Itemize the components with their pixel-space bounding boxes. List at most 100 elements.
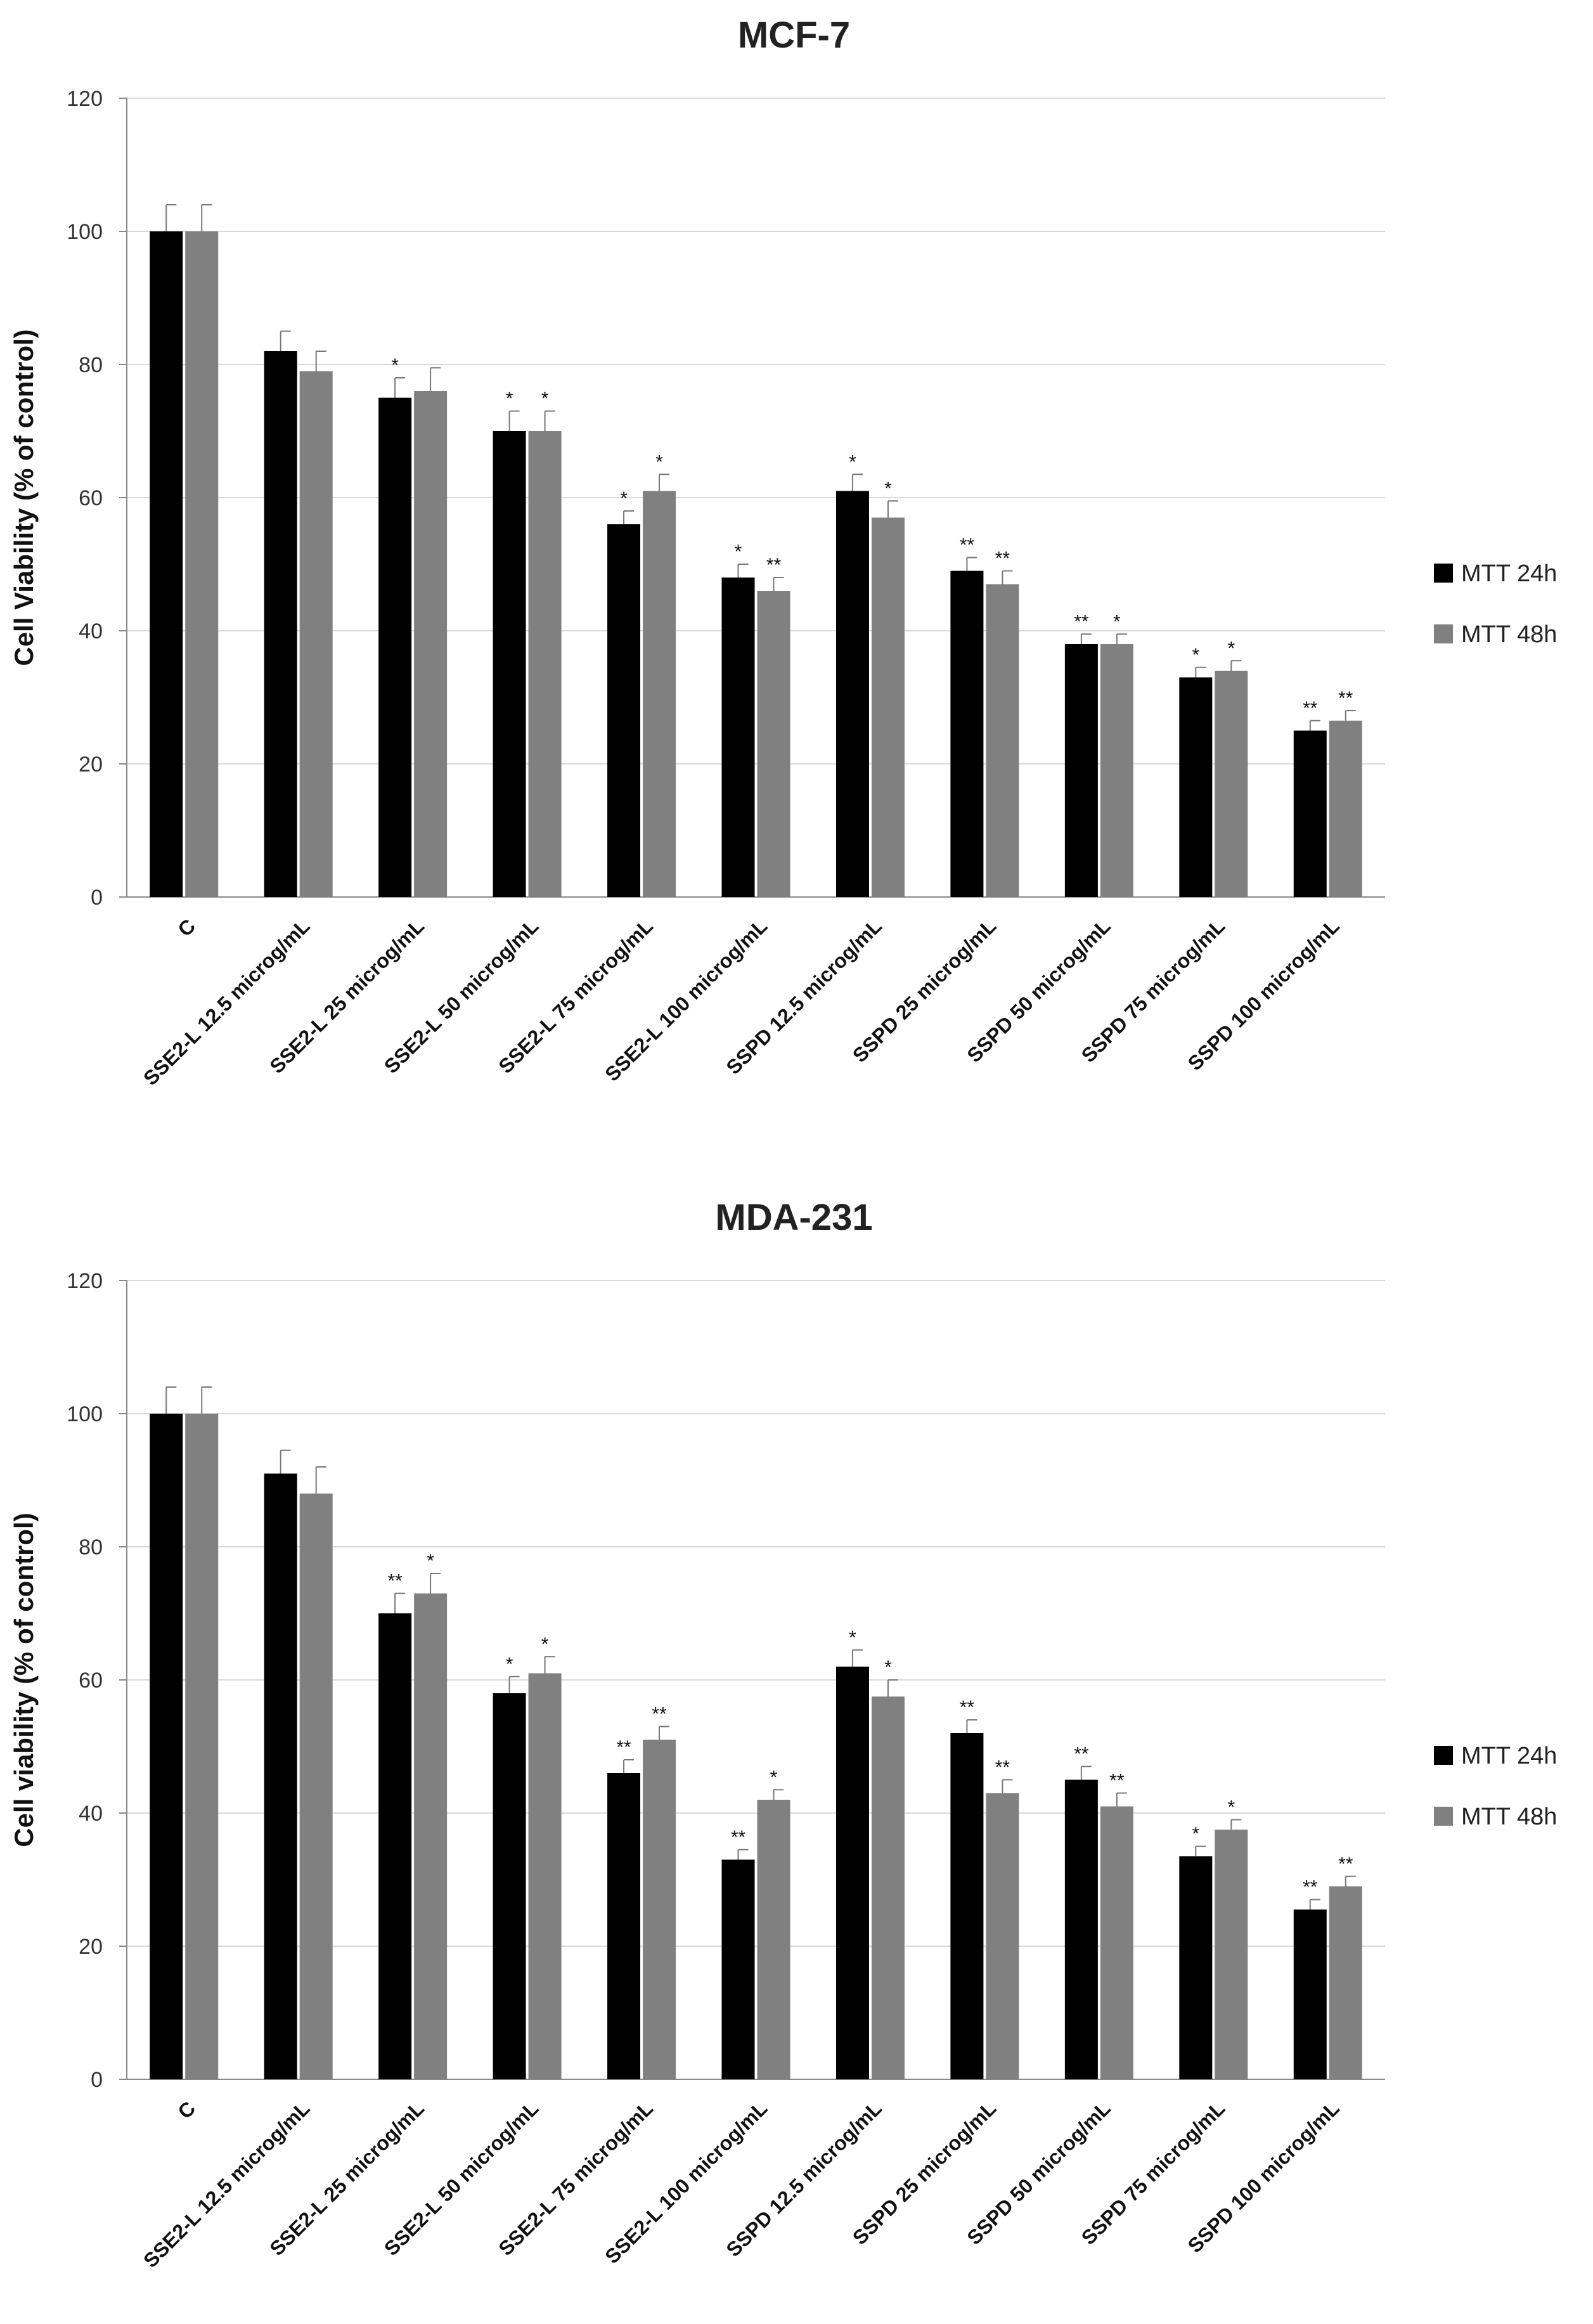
y-tick-label: 0 (91, 2068, 103, 2092)
significance-label: * (506, 389, 513, 410)
y-axis-label: Cell Viability (% of control) (9, 329, 39, 666)
significance-label: ** (1074, 1744, 1089, 1765)
bar-48h (528, 1673, 562, 2079)
bar-24h (1179, 677, 1213, 897)
bar-48h (871, 1696, 905, 2079)
bar-24h (607, 524, 641, 897)
significance-label: ** (387, 1571, 403, 1592)
bar-48h (757, 1800, 790, 2079)
bar-24h (264, 351, 297, 897)
bar-48h (185, 231, 219, 897)
bar-24h (378, 397, 412, 897)
x-tick-label: C (173, 2096, 200, 2123)
bar-24h (493, 431, 526, 897)
bar-48h (871, 517, 905, 897)
significance-label: * (735, 541, 742, 562)
significance-label: ** (616, 1737, 631, 1758)
legend-label: MTT 48h (1461, 1804, 1557, 1830)
bar-48h (1329, 720, 1362, 897)
significance-label: ** (995, 548, 1010, 569)
significance-label: * (620, 488, 628, 509)
bar-24h (721, 578, 755, 897)
chart-title: MCF-7 (738, 15, 850, 56)
bar-48h (414, 391, 448, 897)
y-tick-label: 60 (79, 486, 103, 510)
significance-label: * (849, 451, 856, 472)
significance-label: * (1227, 638, 1235, 659)
y-tick-label: 40 (79, 1802, 103, 1826)
bar-24h (264, 1473, 297, 2079)
significance-label: ** (995, 1757, 1010, 1778)
significance-label: ** (1303, 698, 1318, 719)
bar-48h (414, 1593, 448, 2079)
significance-label: * (1192, 1824, 1199, 1845)
significance-label: * (770, 1767, 778, 1788)
chart-title: MDA-231 (715, 1197, 872, 1238)
significance-label: ** (766, 555, 782, 576)
bar-48h (643, 491, 676, 897)
bar-48h (757, 591, 790, 897)
bar-48h (299, 1494, 333, 2079)
legend-swatch (1434, 1807, 1453, 1826)
y-tick-label: 120 (67, 1269, 103, 1293)
bar-48h (528, 431, 562, 897)
bar-48h (1215, 1830, 1248, 2079)
significance-label: * (391, 355, 399, 376)
significance-label: * (541, 1634, 549, 1655)
significance-label: ** (1074, 611, 1089, 632)
significance-label: ** (731, 1827, 746, 1848)
legend-swatch (1434, 1746, 1453, 1765)
bar-24h (1293, 730, 1327, 897)
bar-24h (835, 491, 869, 897)
y-tick-label: 40 (79, 619, 103, 643)
significance-label: * (506, 1654, 513, 1675)
legend-label: MTT 48h (1461, 621, 1557, 648)
significance-label: * (884, 478, 892, 499)
y-axis-label: Cell viability (% of control) (9, 1513, 39, 1847)
bar-48h (1100, 1806, 1133, 2079)
significance-label: * (1192, 645, 1199, 666)
bar-48h (986, 1793, 1019, 2079)
bar-48h (1329, 1886, 1362, 2079)
significance-label: * (1113, 611, 1121, 632)
significance-label: * (1227, 1797, 1235, 1818)
significance-label: ** (1338, 1854, 1353, 1875)
significance-label: * (884, 1657, 892, 1678)
significance-label: ** (960, 535, 975, 556)
bar-24h (1064, 644, 1098, 897)
bar-24h (150, 1414, 183, 2079)
bar-24h (1064, 1779, 1098, 2079)
bar-48h (299, 371, 333, 897)
significance-label: ** (652, 1704, 667, 1725)
bar-24h (378, 1613, 412, 2079)
y-tick-label: 80 (79, 1535, 103, 1559)
bar-48h (1100, 644, 1133, 897)
bar-24h (950, 1733, 984, 2079)
legend-swatch (1434, 624, 1453, 643)
significance-label: ** (960, 1697, 975, 1718)
y-tick-label: 100 (67, 220, 103, 244)
significance-label: * (655, 451, 663, 472)
legend-label: MTT 24h (1461, 1743, 1557, 1769)
y-tick-label: 20 (79, 752, 103, 777)
x-tick-label: C (173, 914, 200, 941)
y-tick-label: 20 (79, 1935, 103, 1959)
bar-24h (1293, 1909, 1327, 2079)
significance-label: * (427, 1551, 434, 1572)
bar-48h (643, 1740, 676, 2079)
chart-1: MCF-7 0 20 40 60 80 100 120 Cell Viability (% of… (9, 15, 1557, 1090)
legend-label: MTT 24h (1461, 560, 1557, 587)
bar-48h (986, 584, 1019, 897)
bar-24h (1179, 1856, 1213, 2079)
y-tick-label: 120 (67, 87, 103, 111)
bar-24h (835, 1667, 869, 2079)
significance-label: ** (1338, 688, 1353, 709)
significance-label: ** (1109, 1771, 1125, 1791)
y-tick-label: 80 (79, 353, 103, 377)
legend-swatch (1434, 564, 1453, 583)
bar-24h (721, 1859, 755, 2079)
bar-24h (950, 571, 984, 897)
bar-24h (150, 231, 183, 897)
y-tick-label: 0 (91, 886, 103, 910)
